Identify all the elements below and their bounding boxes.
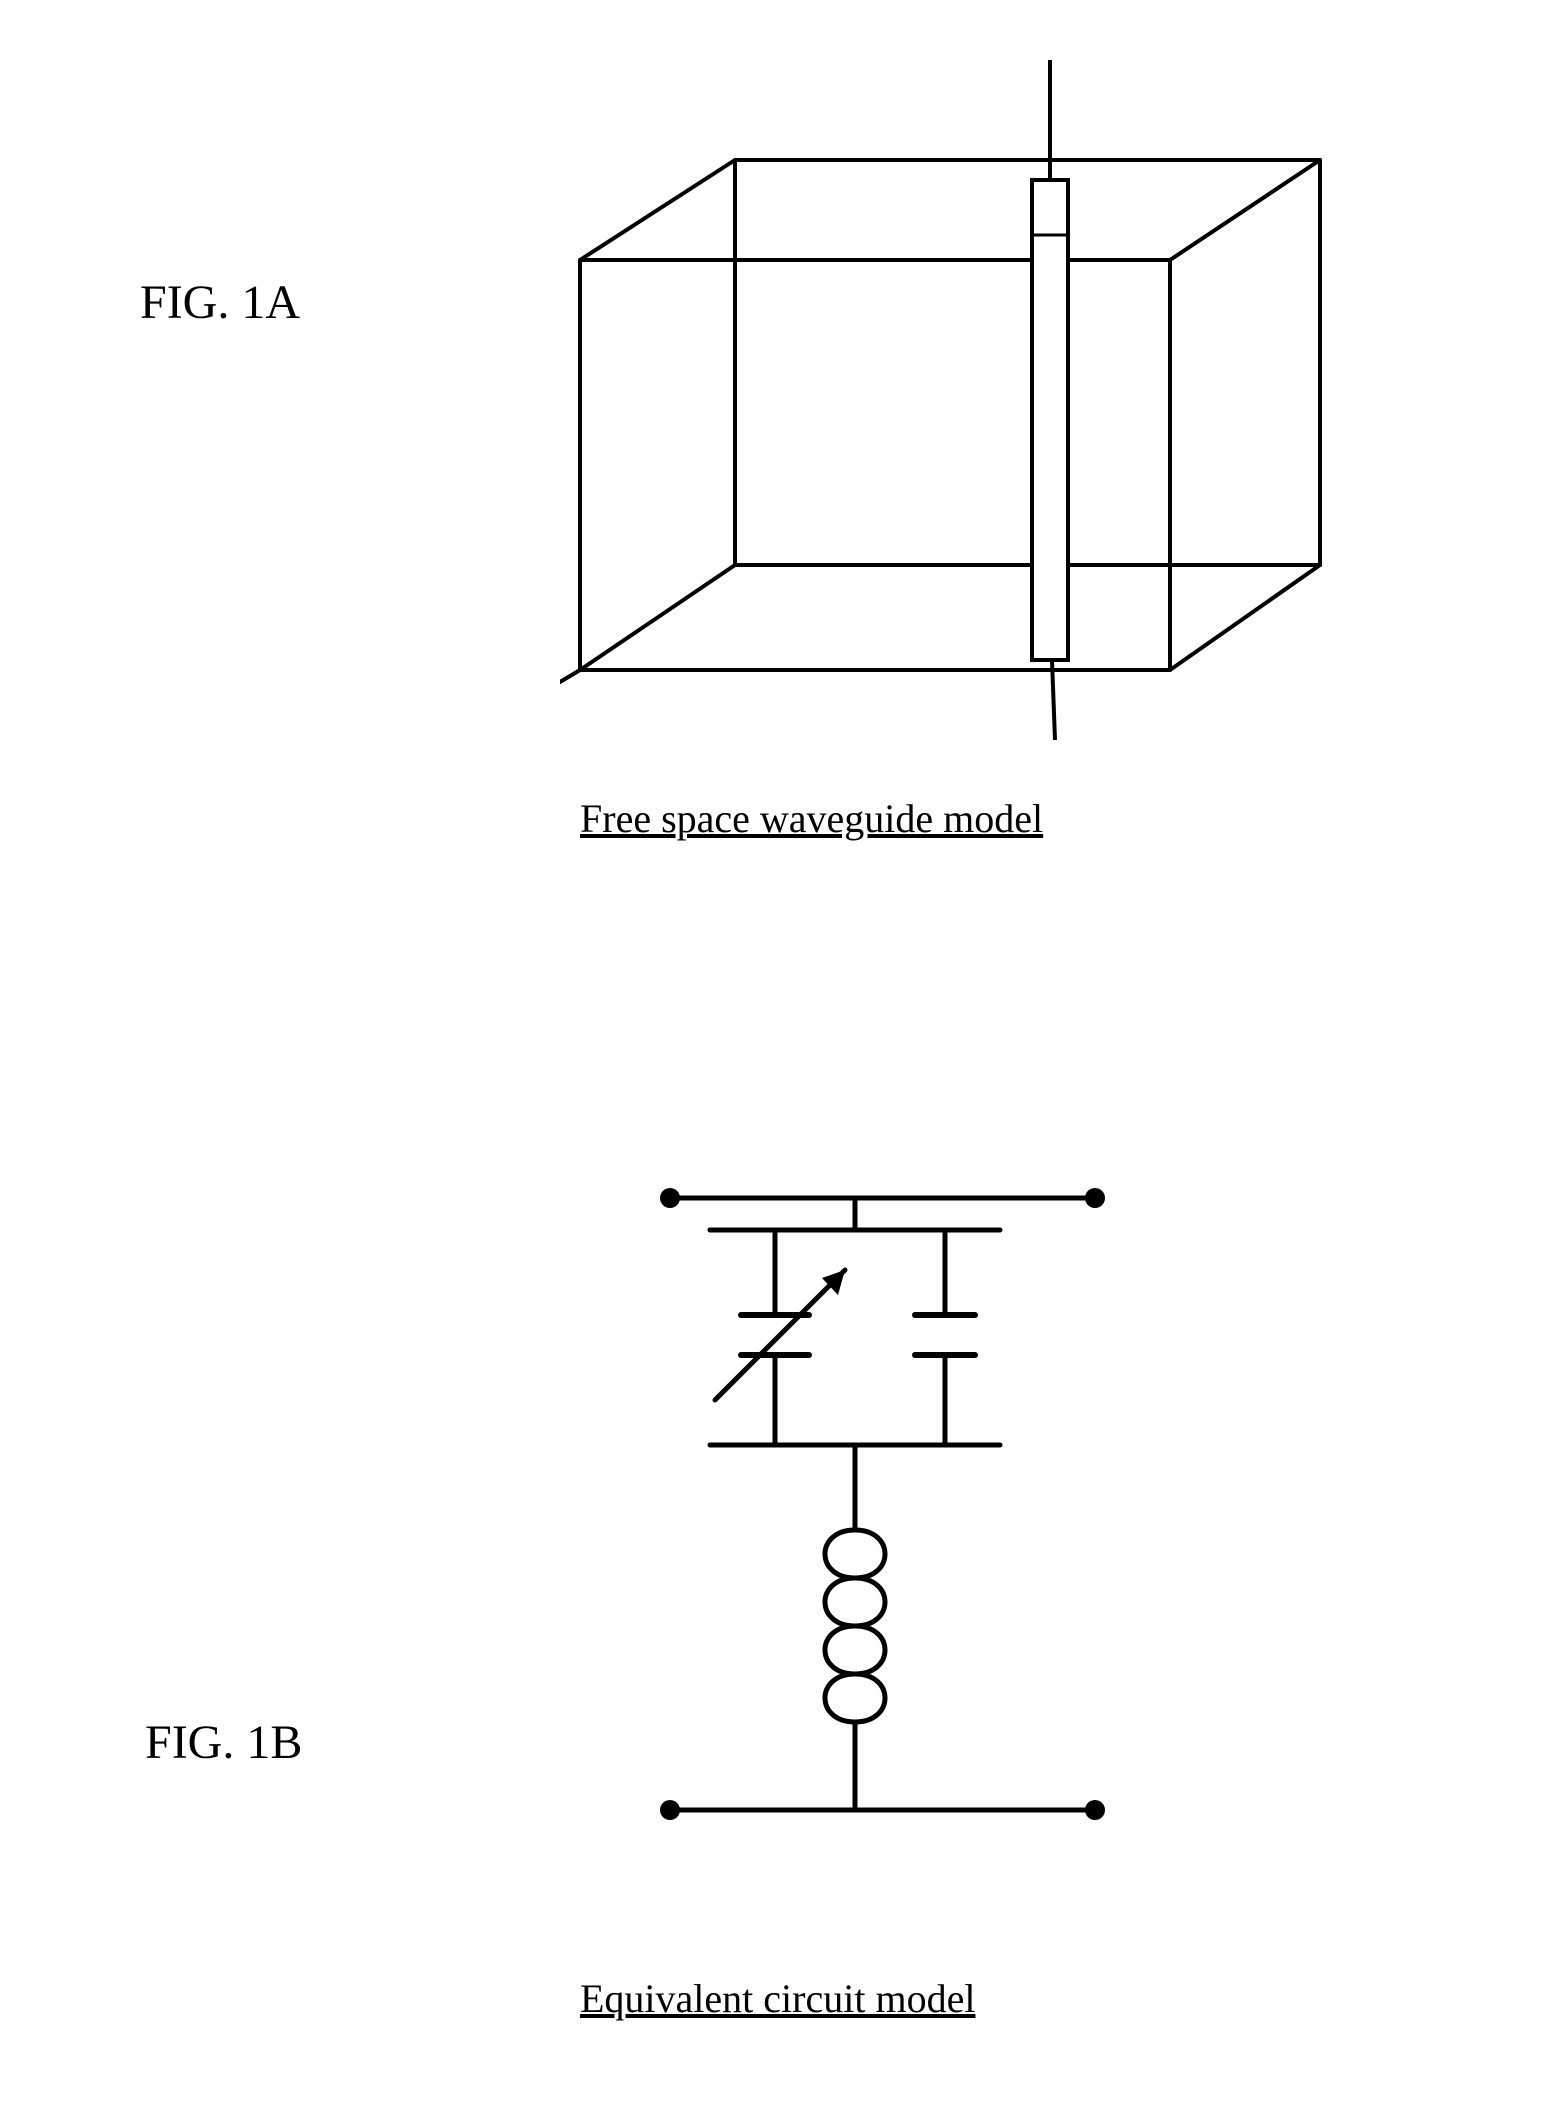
inductor-coils	[825, 1530, 885, 1722]
terminal-top-right	[1085, 1188, 1105, 1208]
figure-1b-drawing	[600, 1170, 1150, 1850]
waveguide-svg	[560, 60, 1340, 740]
box-edge-br	[1170, 565, 1320, 670]
terminal-bottom-right	[1085, 1800, 1105, 1820]
figure-1a-label: FIG. 1A	[140, 275, 300, 330]
terminal-top-left	[660, 1188, 680, 1208]
figure-1a-caption: Free space waveguide model	[580, 795, 1043, 842]
box-edge-bl	[580, 565, 735, 670]
figure-1a-drawing	[560, 60, 1340, 740]
figure-1b-caption: Equivalent circuit model	[580, 1975, 975, 2022]
rod-group	[1032, 180, 1068, 660]
circuit-svg	[600, 1170, 1150, 1850]
rod-body	[1032, 180, 1068, 660]
terminal-bottom-left	[660, 1800, 680, 1820]
varcap-arrow-line	[715, 1270, 845, 1400]
left-ext-line	[560, 670, 580, 682]
box-edge-tl	[580, 160, 735, 260]
box-edge-tr	[1170, 160, 1320, 260]
figure-1b-label: FIG. 1B	[145, 1715, 302, 1770]
